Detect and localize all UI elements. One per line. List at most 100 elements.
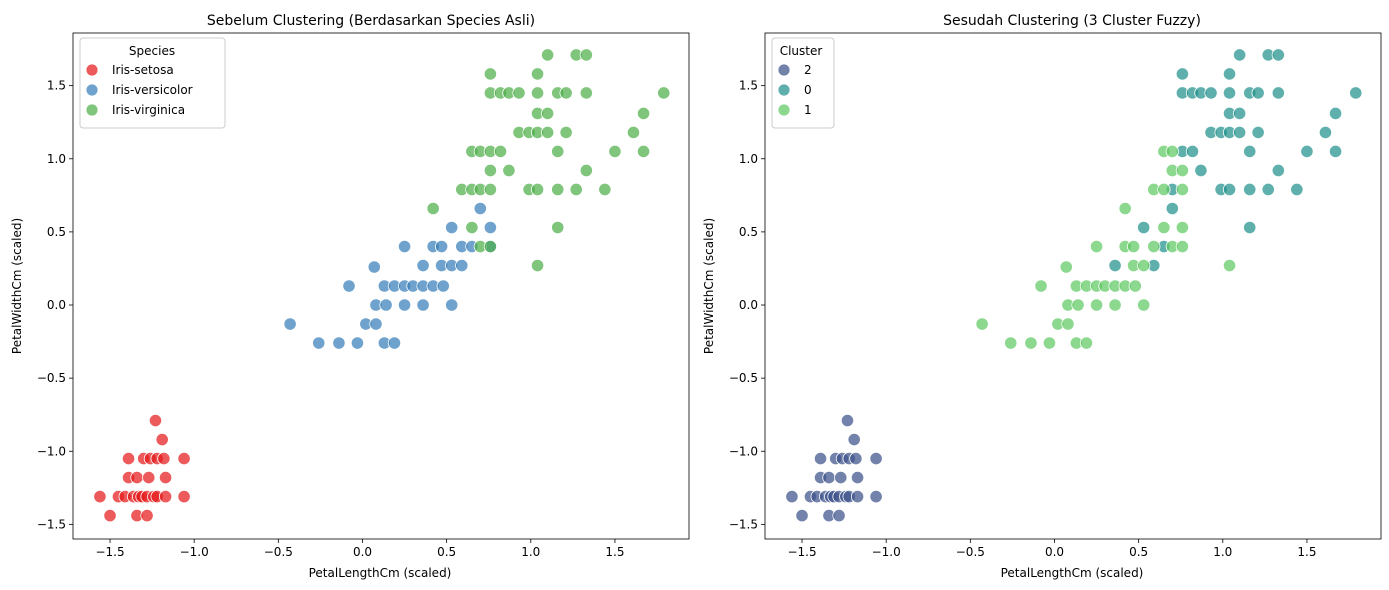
data-point (142, 470, 156, 485)
y-tick-label: −0.5 (729, 371, 758, 385)
data-point (177, 451, 191, 466)
y-tick-label: 0.0 (47, 298, 66, 312)
data-point (850, 489, 865, 504)
data-point (1024, 336, 1038, 350)
data-point (148, 413, 163, 428)
x-tick-label: −1.0 (872, 545, 901, 559)
legend-marker (85, 83, 99, 97)
legend-label: Iris-setosa (112, 63, 174, 77)
data-point (1165, 144, 1179, 159)
data-point (1175, 182, 1189, 197)
data-point (512, 86, 526, 100)
data-point (483, 182, 497, 197)
data-point (1243, 144, 1257, 159)
x-tick-label: 1.0 (1213, 545, 1232, 559)
data-point (1108, 258, 1122, 273)
data-point (869, 489, 883, 504)
data-point (493, 144, 508, 159)
data-point (834, 470, 848, 485)
data-point (598, 182, 612, 197)
data-point (1222, 86, 1237, 100)
y-tick-label: −0.5 (37, 371, 66, 385)
data-point (579, 163, 593, 178)
scatter-panel-after: Sesudah Clustering (3 Cluster Fuzzy) −1.… (702, 13, 1382, 580)
data-point (140, 509, 154, 523)
data-point (1271, 163, 1285, 178)
data-point (473, 201, 487, 216)
y-axis-label: PetalWidthCm (scaled) (702, 218, 716, 354)
data-point (342, 279, 356, 293)
data-point (1137, 220, 1151, 235)
data-point (483, 220, 497, 235)
data-point (465, 220, 479, 235)
legend-box (79, 37, 226, 129)
y-tick-label: 1.5 (739, 79, 758, 93)
data-point (1108, 298, 1122, 312)
series-Iris-setosa (93, 413, 191, 523)
data-point (1079, 336, 1094, 350)
data-point (1089, 298, 1104, 312)
data-point (1194, 163, 1208, 178)
series-Iris-versicolor (283, 201, 497, 350)
chart-title: Sesudah Clustering (3 Cluster Fuzzy) (943, 13, 1201, 29)
data-point (121, 451, 136, 466)
legend-label: Iris-versicolor (112, 83, 193, 97)
data-point (1147, 239, 1161, 254)
data-point (369, 317, 383, 331)
data-point (1165, 201, 1179, 216)
data-point (483, 163, 497, 178)
data-point (530, 67, 545, 81)
plot-area: −1.5 −1.0 −0.5 0.0 0.5 1.0 1.5 −1.5 −1.0 −0.5 0.0 0… (37, 32, 690, 559)
y-tick-label: 0.0 (739, 298, 758, 312)
data-point (1034, 279, 1048, 293)
data-point (1318, 125, 1333, 140)
data-point (1157, 182, 1171, 197)
x-tick-label: −0.5 (956, 545, 985, 559)
data-point (1290, 182, 1304, 197)
data-point (626, 125, 641, 140)
legend-label: 1 (804, 103, 812, 117)
data-point (1118, 201, 1132, 216)
data-point (483, 67, 497, 81)
data-point (434, 239, 449, 254)
data-point (551, 144, 565, 159)
data-point (850, 470, 865, 485)
data-point (1233, 106, 1247, 121)
data-point (157, 451, 171, 466)
data-point (1243, 220, 1257, 235)
y-tick-label: −1.5 (37, 517, 66, 531)
data-point (1233, 48, 1247, 62)
x-tick-label: −1.5 (787, 545, 816, 559)
data-point (103, 509, 117, 523)
data-point (1042, 336, 1057, 350)
series-2 (785, 413, 883, 523)
data-point (1261, 182, 1275, 197)
data-point (1185, 144, 1200, 159)
data-point (541, 48, 555, 62)
data-point (93, 489, 107, 504)
x-tick-label: 0.5 (437, 545, 456, 559)
data-point (847, 432, 861, 447)
legend-label: Iris-virginica (112, 103, 185, 117)
x-tick-label: 1.0 (521, 545, 540, 559)
legend: Cluster 2 0 1 (771, 37, 835, 129)
data-point (350, 336, 365, 350)
legend-marker (85, 63, 99, 77)
data-point (1061, 317, 1075, 331)
x-axis-label: PetalLengthCm (scaled) (1001, 566, 1144, 580)
data-point (332, 336, 346, 350)
data-point (559, 125, 573, 140)
data-point (1251, 125, 1265, 140)
data-point (1004, 336, 1018, 350)
data-point (1233, 125, 1247, 140)
series-Iris-virginica (426, 48, 671, 273)
data-point (869, 451, 883, 466)
legend-marker (777, 63, 791, 77)
data-point (795, 509, 809, 523)
data-point (1175, 67, 1189, 81)
data-point (1271, 86, 1285, 100)
data-point (657, 86, 671, 100)
data-point (530, 86, 545, 100)
legend-marker (777, 83, 791, 97)
